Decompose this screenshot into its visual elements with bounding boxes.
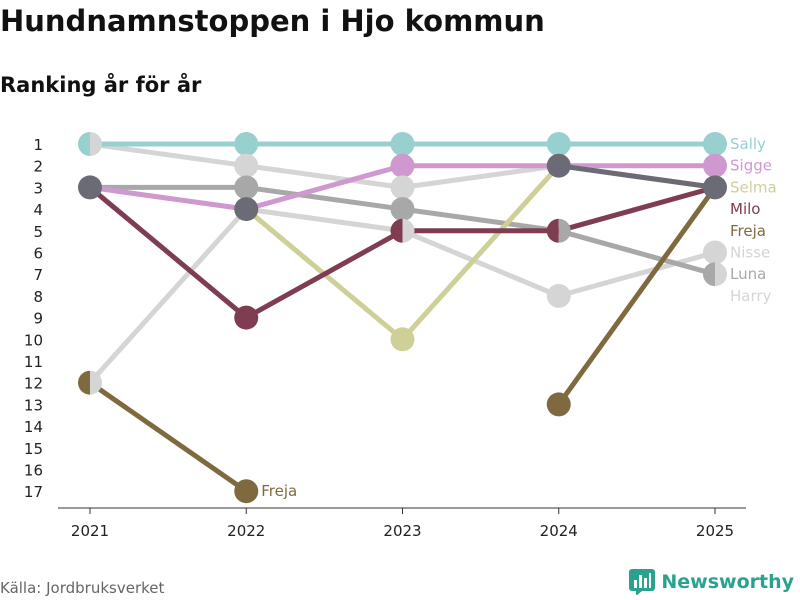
y-tick-label: 2 [33,158,43,176]
series-line-luna [556,228,718,277]
point-marker [390,327,415,352]
end-label-nisse: Nisse [730,244,770,262]
series-line-harry [87,141,249,169]
y-tick-label: 14 [24,418,43,436]
series-line-nisse [556,250,718,299]
point-marker [234,132,259,156]
point-marker-right-half [90,132,102,156]
series-labels: Sally Sigge Selma Milo Freja Nisse Luna Harry Fr… [261,135,776,500]
y-tick-label: 7 [33,266,43,284]
point-marker-left-half [546,218,559,243]
brand-name: Newsworthy [661,571,794,593]
y-tick-label: 10 [24,331,43,349]
point-marker [546,392,571,417]
y-tick-label: 16 [24,462,43,480]
y-tick-label: 6 [33,245,43,263]
point-marker [234,153,259,178]
point-marker [546,132,571,156]
end-label-freja: Freja [730,222,766,240]
end-label-sally: Sally [730,135,766,153]
point-marker [703,132,727,156]
point-marker [546,153,571,178]
point-marker [703,240,727,265]
y-tick-label: 4 [33,201,43,219]
series-line-selma [400,163,562,342]
series-line-luna [243,184,405,212]
point-marker [390,197,415,222]
y-tick-label: 9 [33,310,43,328]
y-tick-label: 1 [33,136,43,154]
chart-title: Hundnamnstoppen i Hjo kommun [0,4,545,38]
x-tick-label: 2023 [383,522,421,540]
series-line-sigge [87,184,249,212]
y-tick-label: 12 [24,375,43,393]
chart-subtitle: Ranking år för år [0,73,202,97]
series-line-harry [400,163,562,190]
series-line-harry [243,163,405,190]
point-marker-left-half [703,262,715,287]
point-marker [703,175,727,200]
y-tick-label: 11 [24,353,43,371]
point-marker-right-half [90,370,102,395]
series-line-milo [556,184,718,234]
point-marker-left-half [78,370,90,395]
series-line-freja [556,184,718,407]
point-marker [234,305,259,330]
x-tick-label: 2021 [71,522,109,540]
point-marker-left-half [390,218,403,243]
point-marker [78,175,102,200]
point-marker [390,175,415,200]
x-tick-label: 2024 [540,522,578,540]
point-marker [703,153,727,178]
end-label-harry: Harry [730,287,772,305]
series-line-milo [87,184,249,321]
point-marker [546,283,571,308]
series-line-freja [87,380,249,494]
y-tick-label: 5 [33,223,43,241]
x-tick-label: 2025 [696,522,734,540]
point-marker [234,197,259,222]
source-note: Källa: Jordbruksverket [0,579,165,597]
series-line-milo [243,228,405,321]
series-line-dark [556,163,718,190]
point-marker [390,132,415,156]
point-marker [390,153,415,178]
x-tick-label: 2022 [227,522,265,540]
series-line-nisse [87,206,249,386]
point-marker [234,175,259,200]
series-line-luna [400,206,562,234]
point-marker-left-half [78,132,90,156]
y-tick-label: 13 [24,396,43,414]
y-tick-label: 17 [24,483,43,501]
bar-chart-logo-icon [629,569,656,595]
series-line-nisse [400,228,562,299]
y-tick-label: 3 [33,179,43,197]
point-marker-right-half [558,218,571,243]
brand-logo[interactable]: Newsworthy [629,569,794,595]
series-line-nisse [243,206,405,234]
series-line-sigge [243,163,405,212]
x-axis: 2021 2022 2023 2024 2025 [58,507,746,540]
series-markers [78,132,727,504]
series-lines [87,141,718,494]
end-label-sigge: Sigge [730,157,772,175]
inline-label-freja: Freja [261,482,297,500]
y-tick-label: 15 [24,440,43,458]
point-marker-right-half [715,262,727,287]
y-tick-label: 8 [33,288,43,306]
point-marker-right-half [402,218,415,243]
point-marker [234,479,259,504]
end-label-luna: Luna [730,265,766,283]
end-label-milo: Milo [730,200,760,218]
end-label-selma: Selma [730,178,777,196]
